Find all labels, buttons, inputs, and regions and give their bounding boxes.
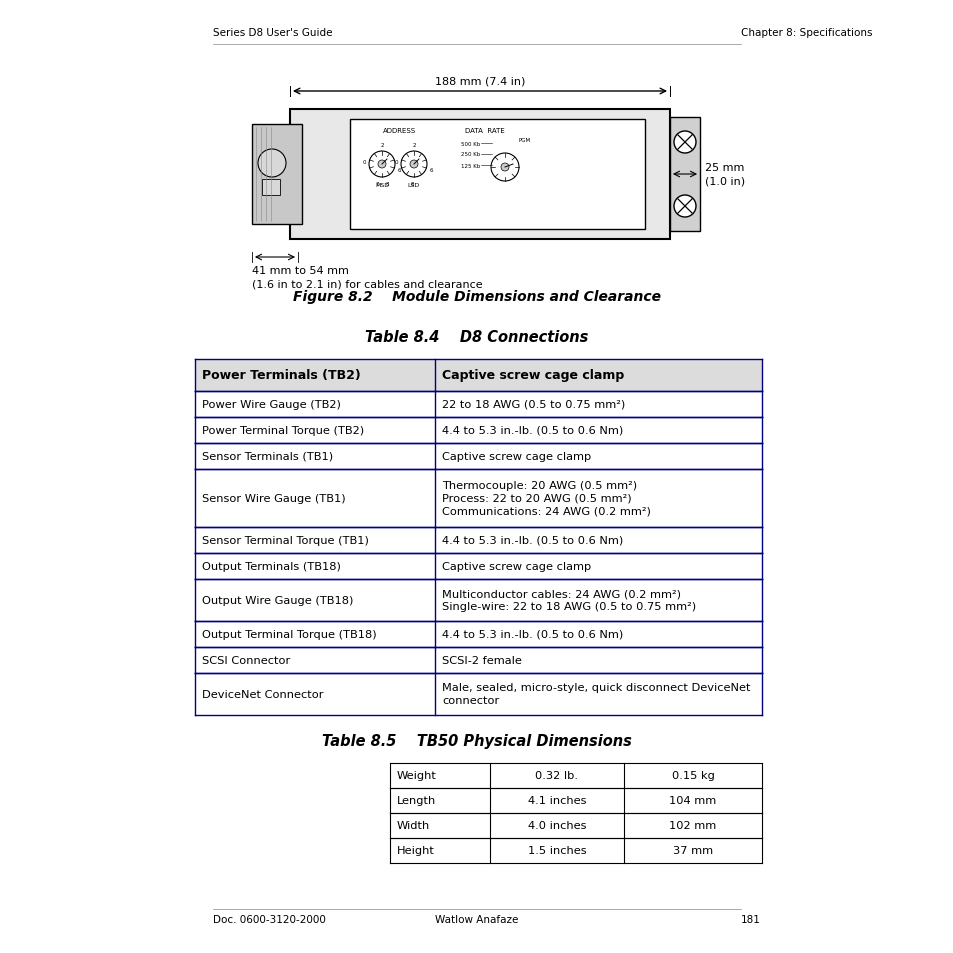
Text: Communications: 24 AWG (0.2 mm²): Communications: 24 AWG (0.2 mm²): [441, 506, 650, 517]
Text: Series D8 User's Guide: Series D8 User's Guide: [213, 28, 333, 38]
Text: Male, sealed, micro-style, quick disconnect DeviceNet: Male, sealed, micro-style, quick disconn…: [441, 682, 750, 693]
Text: 8: 8: [385, 182, 388, 187]
Bar: [194, 554, 761, 579]
Text: 4.0 inches: 4.0 inches: [527, 821, 586, 831]
Text: Length: Length: [396, 796, 436, 805]
Bar: [194, 527, 761, 554]
Text: DeviceNet Connector: DeviceNet Connector: [202, 689, 323, 700]
Text: 0: 0: [395, 159, 397, 164]
Text: Captive screw cage clamp: Captive screw cage clamp: [441, 369, 623, 382]
Circle shape: [673, 132, 696, 153]
Text: Output Terminal Torque (TB18): Output Terminal Torque (TB18): [202, 629, 376, 639]
Bar: [262, 180, 280, 195]
Text: Output Wire Gauge (TB18): Output Wire Gauge (TB18): [202, 596, 353, 605]
Text: 500 Kb: 500 Kb: [460, 141, 479, 147]
Text: MSD: MSD: [375, 183, 389, 188]
Text: 125 Kb: 125 Kb: [460, 163, 479, 169]
Text: SCSI Connector: SCSI Connector: [202, 656, 290, 665]
Text: 8: 8: [410, 182, 414, 187]
Text: Power Terminal Torque (TB2): Power Terminal Torque (TB2): [202, 426, 364, 436]
Text: 4.1 inches: 4.1 inches: [527, 796, 586, 805]
Text: 37 mm: 37 mm: [672, 845, 712, 856]
Text: Height: Height: [396, 845, 435, 856]
Bar: [290, 110, 669, 240]
Text: 22 to 18 AWG (0.5 to 0.75 mm²): 22 to 18 AWG (0.5 to 0.75 mm²): [441, 399, 624, 410]
Text: (1.6 in to 2.1 in) for cables and clearance: (1.6 in to 2.1 in) for cables and cleara…: [252, 280, 482, 290]
Text: 41 mm to 54 mm: 41 mm to 54 mm: [252, 266, 349, 275]
Bar: [350, 120, 644, 230]
Text: 4.4 to 5.3 in.-lb. (0.5 to 0.6 Nm): 4.4 to 5.3 in.-lb. (0.5 to 0.6 Nm): [441, 536, 622, 545]
Bar: [194, 673, 761, 716]
Text: 25 mm: 25 mm: [704, 163, 743, 172]
Bar: [252, 125, 302, 225]
Text: SCSI-2 female: SCSI-2 female: [441, 656, 521, 665]
Text: Weight: Weight: [396, 771, 436, 781]
Bar: [390, 838, 761, 863]
Text: 6: 6: [430, 168, 433, 172]
Bar: [390, 813, 761, 838]
Text: 0.15 kg: 0.15 kg: [671, 771, 714, 781]
Text: Captive screw cage clamp: Captive screw cage clamp: [441, 452, 591, 461]
Circle shape: [377, 161, 386, 169]
Bar: [390, 763, 761, 788]
Text: Thermocouple: 20 AWG (0.5 mm²): Thermocouple: 20 AWG (0.5 mm²): [441, 480, 637, 491]
Text: 0.32 lb.: 0.32 lb.: [535, 771, 578, 781]
Text: DATA  RATE: DATA RATE: [465, 128, 504, 133]
Text: LSD: LSD: [408, 183, 419, 188]
Text: 181: 181: [740, 914, 760, 924]
Text: 2: 2: [380, 143, 383, 148]
Text: Captive screw cage clamp: Captive screw cage clamp: [441, 561, 591, 572]
Bar: [194, 647, 761, 673]
Bar: [390, 788, 761, 813]
Text: connector: connector: [441, 696, 498, 706]
Text: 1.5 inches: 1.5 inches: [527, 845, 586, 856]
Text: Process: 22 to 20 AWG (0.5 mm²): Process: 22 to 20 AWG (0.5 mm²): [441, 494, 631, 503]
Text: Figure 8.2    Module Dimensions and Clearance: Figure 8.2 Module Dimensions and Clearan…: [293, 290, 660, 304]
Bar: [194, 443, 761, 470]
Text: PGM: PGM: [518, 137, 531, 142]
Text: Power Terminals (TB2): Power Terminals (TB2): [202, 369, 360, 382]
Bar: [194, 621, 761, 647]
Text: Sensor Wire Gauge (TB1): Sensor Wire Gauge (TB1): [202, 494, 345, 503]
Text: Table 8.5    TB50 Physical Dimensions: Table 8.5 TB50 Physical Dimensions: [322, 733, 631, 748]
Bar: [194, 359, 761, 392]
Bar: [194, 470, 761, 527]
Bar: [194, 392, 761, 417]
Text: 7: 7: [375, 182, 378, 187]
Text: 0: 0: [362, 159, 366, 164]
Text: 4.4 to 5.3 in.-lb. (0.5 to 0.6 Nm): 4.4 to 5.3 in.-lb. (0.5 to 0.6 Nm): [441, 426, 622, 436]
Bar: [194, 417, 761, 443]
Circle shape: [500, 164, 509, 172]
Circle shape: [257, 150, 286, 178]
Bar: [669, 118, 700, 232]
Text: Multiconductor cables: 24 AWG (0.2 mm²): Multiconductor cables: 24 AWG (0.2 mm²): [441, 589, 680, 598]
Text: Sensor Terminals (TB1): Sensor Terminals (TB1): [202, 452, 333, 461]
Circle shape: [369, 152, 395, 178]
Circle shape: [491, 153, 518, 182]
Bar: [194, 579, 761, 621]
Circle shape: [400, 152, 427, 178]
Text: Watlow Anafaze: Watlow Anafaze: [435, 914, 518, 924]
Circle shape: [410, 161, 417, 169]
Text: 104 mm: 104 mm: [669, 796, 716, 805]
Text: Chapter 8: Specifications: Chapter 8: Specifications: [740, 28, 872, 38]
Text: Output Terminals (TB18): Output Terminals (TB18): [202, 561, 340, 572]
Text: ADDRESS: ADDRESS: [383, 128, 416, 133]
Text: 250 Kb: 250 Kb: [460, 152, 479, 157]
Text: Single-wire: 22 to 18 AWG (0.5 to 0.75 mm²): Single-wire: 22 to 18 AWG (0.5 to 0.75 m…: [441, 602, 696, 612]
Text: 188 mm (7.4 in): 188 mm (7.4 in): [435, 77, 525, 87]
Text: 2: 2: [412, 143, 416, 148]
Text: Width: Width: [396, 821, 430, 831]
Text: Doc. 0600-3120-2000: Doc. 0600-3120-2000: [213, 914, 326, 924]
Text: (1.0 in): (1.0 in): [704, 177, 744, 187]
Text: 6: 6: [397, 168, 401, 172]
Text: 4.4 to 5.3 in.-lb. (0.5 to 0.6 Nm): 4.4 to 5.3 in.-lb. (0.5 to 0.6 Nm): [441, 629, 622, 639]
Text: 102 mm: 102 mm: [669, 821, 716, 831]
Text: Sensor Terminal Torque (TB1): Sensor Terminal Torque (TB1): [202, 536, 369, 545]
Text: Power Wire Gauge (TB2): Power Wire Gauge (TB2): [202, 399, 340, 410]
Circle shape: [673, 195, 696, 218]
Text: Table 8.4    D8 Connections: Table 8.4 D8 Connections: [365, 330, 588, 345]
